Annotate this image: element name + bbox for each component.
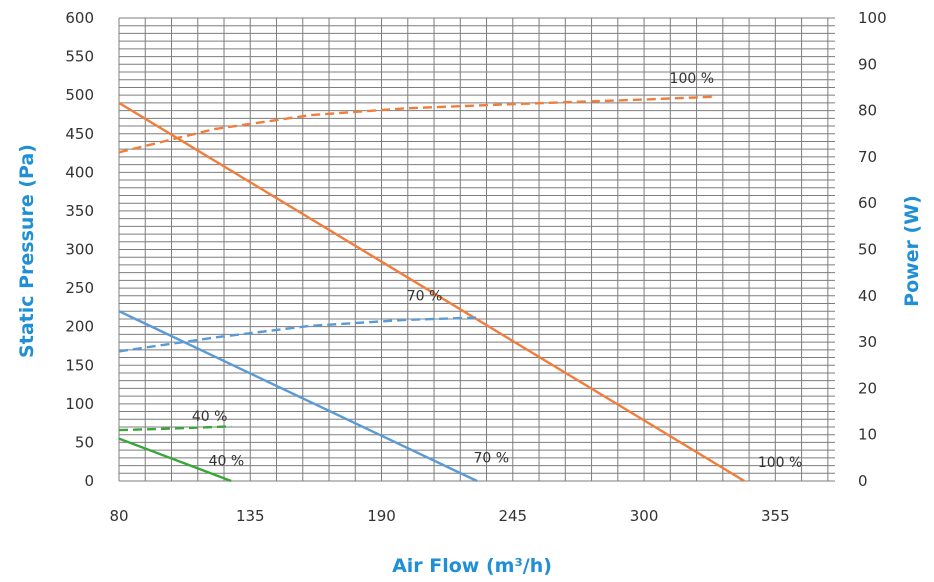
series-line-70-power [118,316,478,353]
y-axis-title: Static Pressure (Pa) [16,144,38,358]
series-label-40-pressure: 40 % [209,454,245,470]
y-tick-label: 50 [75,433,94,451]
series-label-100-pressure: 100 % [758,455,802,471]
y-tick-label: 0 [84,472,94,490]
series-line-40-power [118,425,232,432]
y2-tick-label: 20 [858,379,877,397]
x-tick-label: 80 [109,507,128,525]
series-line-100-pressure [118,101,745,483]
series-labels: 100 % 70 % 40 % 100 % 70 % 40 % [192,71,802,471]
series-layer [118,95,745,483]
x-tick-label: 190 [367,507,396,525]
series-label-70-pressure: 70 % [474,450,510,466]
tick-labels: 80 135 190 245 300 35505010015020025030035040… [65,9,886,525]
y-tick-label: 600 [65,9,94,27]
x-tick-label: 355 [761,507,790,525]
y2-tick-label: 80 [858,102,877,120]
y2-tick-label: 30 [858,333,877,351]
y-tick-label: 300 [65,241,94,259]
series-label-70-power: 70 % [407,288,443,304]
y2-tick-label: 60 [858,194,877,212]
series-label-100-power: 100 % [670,71,714,87]
y-tick-label: 150 [65,356,94,374]
y-tick-label: 200 [65,318,94,336]
series-line-70-pressure [118,310,478,483]
y-tick-label: 350 [65,202,94,220]
x-tick-label: 245 [498,507,527,525]
y2-tick-label: 10 [858,426,877,444]
grid [118,17,835,482]
x-axis-title: Air Flow (m³/h) [392,555,552,577]
y-tick-label: 550 [65,48,94,66]
y-tick-label: 100 [65,395,94,413]
y-tick-label: 400 [65,163,94,181]
series-line-40-pressure [118,437,232,483]
y2-tick-label: 40 [858,287,877,305]
y2-tick-label: 70 [858,148,877,166]
series-line-100-power [118,95,716,154]
y2-tick-label: 100 [858,9,887,27]
y-tick-label: 450 [65,125,94,143]
x-tick-label: 135 [236,507,265,525]
y-tick-label: 250 [65,279,94,297]
y2-axis-title: Power (W) [901,195,923,307]
y2-tick-label: 50 [858,241,877,259]
series-label-40-power: 40 % [192,409,228,425]
y-tick-label: 500 [65,86,94,104]
y2-tick-label: 0 [858,472,868,490]
x-tick-label: 300 [630,507,659,525]
y2-tick-label: 90 [858,55,877,73]
